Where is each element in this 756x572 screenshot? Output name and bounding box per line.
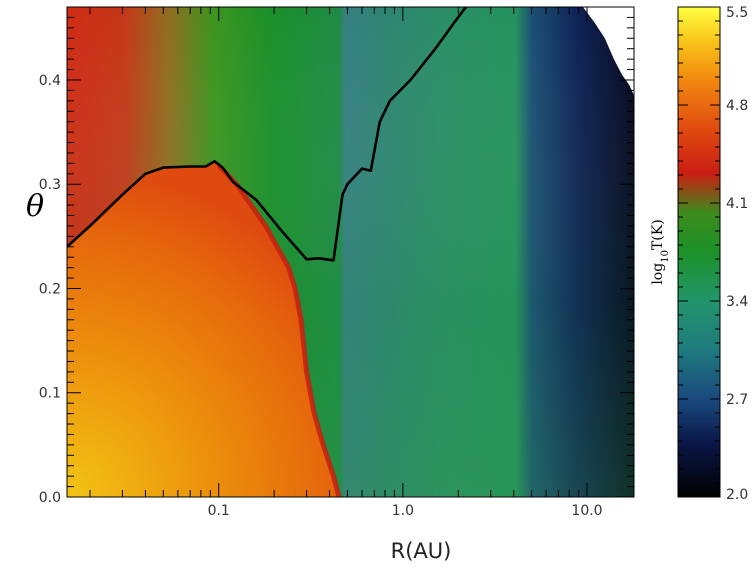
plot-frame <box>66 6 635 498</box>
y-axis-label: θ <box>26 189 44 224</box>
colorbar-label-sub: 10 <box>660 250 671 263</box>
colorbar-tick-label: 4.1 <box>726 196 748 212</box>
outer-white-region <box>582 7 634 96</box>
colorbar <box>677 6 721 498</box>
colorbar-tick-label: 2.7 <box>726 392 748 408</box>
colorbar-ticks: 2.0 2.7 3.4 4.1 4.8 5.5 <box>678 5 748 503</box>
colorbar-label: log10T(K) <box>650 219 671 284</box>
y-axis-ticks: 0.0 0.1 0.2 0.3 0.4 <box>39 6 634 506</box>
x-tick-label: 0.1 <box>208 503 230 519</box>
y-tick-label: 0.1 <box>39 386 61 402</box>
x-axis-label: R(AU) <box>391 539 452 563</box>
x-axis-ticks: 0.1 1.0 10.0 <box>89 7 603 519</box>
y-tick-label: 0.3 <box>39 177 61 193</box>
x-tick-label: 1.0 <box>392 503 414 519</box>
y-tick-label: 0.0 <box>39 490 61 506</box>
hot-region-edge <box>216 163 342 497</box>
contour-line <box>67 7 467 262</box>
colorbar-tick-label: 4.8 <box>726 98 748 114</box>
colorbar-tick-label: 3.4 <box>726 294 748 310</box>
y-tick-label: 0.4 <box>39 73 61 89</box>
hot-region <box>67 161 339 497</box>
colorbar-label-rest: T(K) <box>650 219 666 250</box>
colorbar-tick-label: 2.0 <box>726 487 748 503</box>
x-tick-label: 10.0 <box>571 503 602 519</box>
colorbar-tick-label: 5.5 <box>726 5 748 21</box>
plot-area <box>67 7 634 497</box>
colorbar-label-base: log <box>650 263 666 285</box>
y-tick-label: 0.2 <box>39 281 61 297</box>
